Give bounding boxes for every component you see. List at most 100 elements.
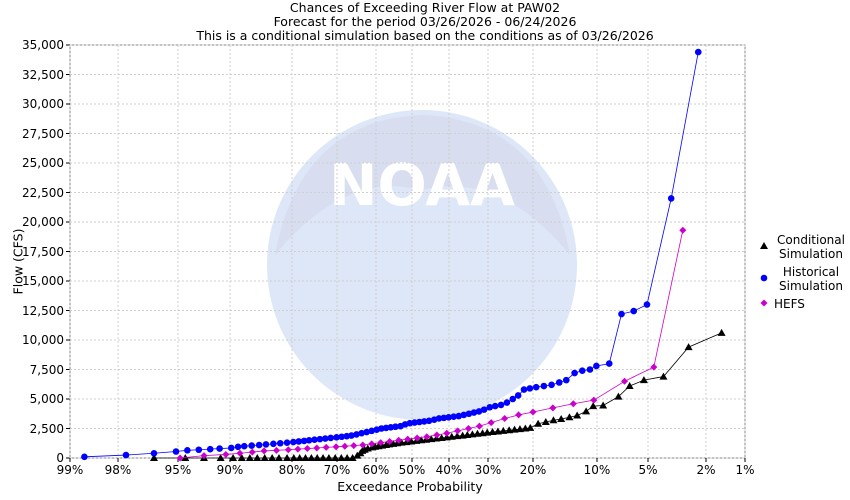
data-point [337,454,346,461]
data-point [488,428,497,436]
data-point [289,454,298,461]
data-point [503,399,511,406]
data-point [659,372,668,380]
data-point [515,425,524,433]
data-point [260,447,268,455]
y-tick-label: 17,500 [22,244,64,259]
data-point [295,454,304,461]
x-tick-label: 90% [216,463,244,477]
data-point [184,447,191,454]
data-point [618,310,625,318]
data-point [395,436,403,444]
y-tick-label: 2,500 [29,421,64,436]
x-tick-label: 95% [164,463,192,477]
data-point [548,381,555,389]
data-point [294,445,302,453]
data-point [505,426,514,434]
data-point [290,438,297,446]
chart-title: Chances of Exceeding River Flow at PAW02 [289,0,561,15]
y-tick-label: 20,000 [22,215,64,229]
y-tick-label: 15,000 [22,274,64,288]
data-point [305,437,313,444]
data-point [313,454,322,461]
data-point [532,383,540,391]
data-point [319,454,328,461]
data-point [549,404,557,412]
data-point [526,385,534,392]
data-point [338,433,345,441]
data-point [353,431,360,438]
data-point [423,433,431,441]
data-point [413,434,421,442]
x-axis-label: Exceedance Probability [337,479,483,494]
data-point [679,226,687,234]
data-point [311,436,318,444]
data-point [307,454,316,461]
data-point [497,401,505,409]
data-point [571,369,578,377]
chart-subtitle-conditions: This is a conditional simulation based o… [196,28,654,43]
data-point [377,439,385,447]
data-point [316,435,324,443]
data-point [270,440,277,448]
y-tick-label: 22,500 [22,185,64,200]
data-point [549,416,558,424]
data-point [684,343,693,351]
legend-conditional-label: Conditional Simulation [777,233,845,261]
data-point [630,307,638,315]
data-point [348,432,355,439]
noaa-logo-watermark: NOAA [267,110,577,420]
data-point [322,435,329,442]
data-point [639,376,648,384]
data-point [332,443,340,451]
x-tick-label: 98% [104,463,132,477]
data-point [333,434,340,441]
data-point [450,413,457,421]
data-point [526,423,535,431]
data-point [222,450,230,458]
data-point [573,411,582,419]
data-point [229,454,238,461]
data-point [509,395,517,403]
data-point [237,454,246,461]
x-tick-label: 10% [583,463,611,477]
data-point [520,386,528,393]
data-point [276,439,284,447]
x-tick-label: 60% [362,463,390,477]
data-point [283,439,291,446]
data-point [514,392,522,399]
data-point [453,432,462,440]
data-point [643,301,651,308]
data-point [499,426,508,434]
data-point [420,418,428,425]
data-point [440,414,448,422]
data-point [358,429,365,437]
legend-hefs: HEFS [756,297,805,311]
data-point [694,48,702,56]
data-point [621,377,629,385]
data-point [301,454,310,461]
x-tick-label: 2% [696,463,716,477]
data-point [493,427,502,435]
data-point [599,401,608,409]
data-point [465,410,473,418]
data-point [510,425,519,433]
data-point [341,442,349,450]
data-point [501,414,509,422]
legend-diamond-icon [760,299,768,307]
data-point [322,443,330,451]
x-tick-label: 20% [519,463,547,477]
data-point [260,454,269,461]
legend-triangle-icon [760,242,768,249]
data-point [416,418,423,426]
legend-hefs-label: HEFS [774,297,805,311]
y-axis-label: Flow (CFS) [10,228,26,295]
data-point [625,382,634,390]
x-tick-label: 1% [735,463,755,477]
y-tick-label: 10,000 [22,333,64,347]
data-point [150,449,158,457]
data-point [248,442,255,449]
chart-subtitle-period: Forecast for the period 03/26/2026 - 06/… [273,14,577,29]
data-point [253,454,262,461]
data-point [555,379,563,386]
